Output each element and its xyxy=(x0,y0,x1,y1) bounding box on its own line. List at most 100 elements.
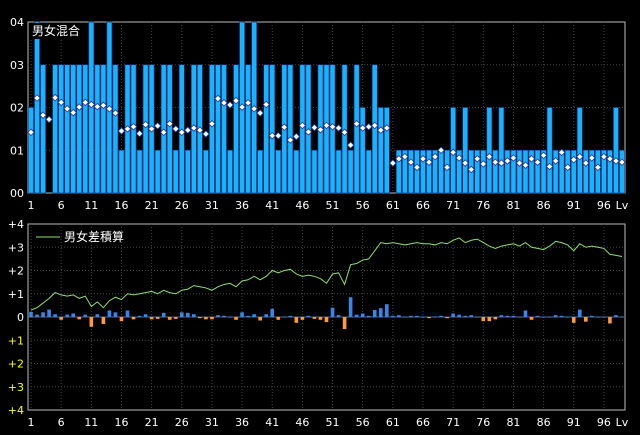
top-bar xyxy=(522,149,529,194)
bottom-bar-negative xyxy=(155,317,160,319)
top-scatter-point xyxy=(431,152,439,161)
top-scatter-point xyxy=(45,115,53,124)
top-scatter-point xyxy=(51,93,59,102)
bottom-bar-negative xyxy=(324,317,329,323)
bottom-x-tick-label: 11 xyxy=(84,416,98,429)
top-scatter-point xyxy=(135,129,144,138)
top-bar xyxy=(576,107,583,194)
top-scatter-point xyxy=(87,100,96,109)
top-bar xyxy=(293,149,300,194)
bottom-bar-positive xyxy=(240,312,244,317)
bottom-bar-positive xyxy=(41,312,45,317)
bottom-bar-positive xyxy=(433,316,437,318)
top-scatter-point xyxy=(497,159,506,167)
top-y-tick-label: 02 xyxy=(10,102,24,115)
bottom-bar-positive xyxy=(439,315,443,317)
bottom-bar-positive xyxy=(541,316,546,318)
top-scatter-point xyxy=(576,152,584,161)
top-bar xyxy=(335,149,342,194)
top-bar xyxy=(136,149,143,194)
bottom-bar-positive xyxy=(469,315,474,317)
top-scatter-point xyxy=(569,155,578,164)
top-bar xyxy=(607,149,613,194)
top-bar xyxy=(82,64,89,194)
bottom-bar-positive xyxy=(143,314,148,317)
bottom-bar-positive xyxy=(47,309,51,317)
bottom-y-tick-label: +3 xyxy=(8,381,24,394)
top-scatter-point xyxy=(334,124,343,132)
top-scatter-point xyxy=(563,163,572,172)
top-scatter-point xyxy=(539,151,548,160)
top-title-bg xyxy=(29,23,87,39)
top-scatter-point xyxy=(545,162,554,171)
top-scatter-point xyxy=(256,109,264,117)
bottom-bar-positive xyxy=(113,312,118,317)
legend-label: 男女差積算 xyxy=(64,229,124,244)
bottom-bar-negative xyxy=(481,317,486,322)
bottom-bar-positive xyxy=(596,316,600,318)
bottom-bar-positive xyxy=(421,316,425,318)
top-scatter-point xyxy=(485,152,494,161)
bottom-bar-negative xyxy=(276,317,281,320)
bottom-bar-negative xyxy=(493,317,498,320)
top-scatter-point xyxy=(322,121,331,130)
top-x-tick-label: 41 xyxy=(265,199,279,212)
top-scatter-point xyxy=(111,109,120,117)
bottom-bar-positive xyxy=(590,315,594,317)
bottom-bar-positive xyxy=(71,313,76,317)
top-scatter-point xyxy=(123,125,132,133)
top-bar xyxy=(166,64,173,194)
top-bar xyxy=(613,107,619,194)
top-scatter-point xyxy=(178,128,186,137)
bottom-bar-positive xyxy=(415,315,419,317)
top-scatter-point xyxy=(39,111,47,119)
top-bar xyxy=(353,64,360,194)
top-bar xyxy=(552,149,559,194)
top-scatter-point xyxy=(153,122,162,130)
bottom-bar-positive xyxy=(397,315,401,317)
bottom-bar-negative xyxy=(583,317,588,322)
top-bar xyxy=(414,149,420,194)
top-scatter-point xyxy=(274,131,283,140)
top-bar xyxy=(233,64,239,194)
top-bar xyxy=(540,149,547,194)
bottom-bar-positive xyxy=(409,315,413,317)
top-scatter-point xyxy=(503,157,512,165)
bottom-bar-negative xyxy=(77,317,82,320)
bottom-bar-negative xyxy=(608,317,612,324)
bottom-bar-positive xyxy=(451,313,455,317)
top-x-tick-label: 61 xyxy=(386,199,400,212)
top-scatter-point xyxy=(33,94,41,102)
bottom-bar-positive xyxy=(517,316,522,318)
top-bar xyxy=(34,21,40,194)
bottom-bar-negative xyxy=(427,317,431,319)
bottom-x-tick-label: 31 xyxy=(205,416,219,429)
bottom-bar-positive xyxy=(505,315,510,317)
top-y-tick-label: 00 xyxy=(10,187,24,200)
top-bar xyxy=(311,149,318,194)
top-scatter-point xyxy=(304,128,313,136)
top-bar xyxy=(112,64,119,194)
bottom-bar-positive xyxy=(620,316,624,318)
bottom-bar-positive xyxy=(336,315,341,317)
top-scatter-point xyxy=(473,155,482,163)
top-bar xyxy=(564,149,571,194)
top-bar xyxy=(444,149,450,194)
bottom-x-tick-label: 26 xyxy=(175,416,189,429)
top-bar xyxy=(504,149,511,194)
bottom-bar-positive xyxy=(216,315,220,317)
top-scatter-point xyxy=(461,159,469,167)
top-scatter-point xyxy=(280,123,289,131)
bottom-bar-positive xyxy=(348,297,353,317)
top-scatter-point xyxy=(220,99,228,107)
bottom-bar-negative xyxy=(258,317,262,321)
bottom-bar-negative xyxy=(101,317,106,324)
top-bar xyxy=(546,107,553,194)
top-bar xyxy=(70,64,77,194)
top-bar xyxy=(359,107,366,194)
top-scatter-point xyxy=(117,127,126,135)
top-bar xyxy=(269,64,276,194)
top-scatter-point xyxy=(401,152,409,161)
bottom-bar-negative xyxy=(167,317,172,320)
top-scatter-point xyxy=(352,119,361,128)
